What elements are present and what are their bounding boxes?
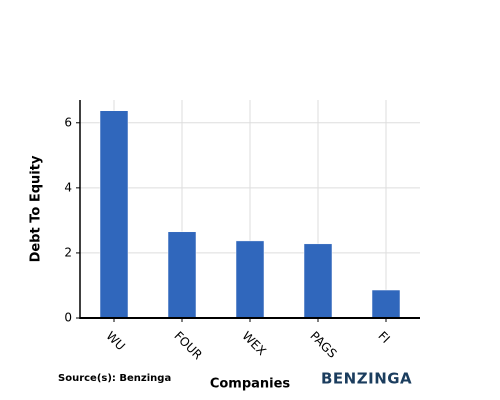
y-tick-label: 2	[64, 245, 72, 259]
logo: BENZINGA	[321, 370, 412, 388]
x-tick-label: PAGS	[307, 329, 339, 361]
x-tick-label: WEX	[239, 329, 268, 358]
y-axis-label: Debt To Equity	[29, 155, 44, 262]
x-tick-label: FI	[375, 329, 392, 346]
source: Source(s): Benzinga	[58, 373, 171, 384]
x-axis-label: Companies	[210, 377, 291, 392]
x-tick-label: FOUR	[171, 329, 205, 363]
y-tick-label: 4	[64, 180, 72, 194]
bar	[167, 231, 197, 319]
bar	[303, 243, 333, 319]
bar	[99, 110, 129, 319]
bar	[371, 289, 401, 319]
y-tick-label: 6	[64, 115, 72, 129]
y-tick-label: 0	[64, 311, 72, 325]
bar	[235, 240, 265, 319]
x-tick-label: WU	[103, 329, 128, 354]
